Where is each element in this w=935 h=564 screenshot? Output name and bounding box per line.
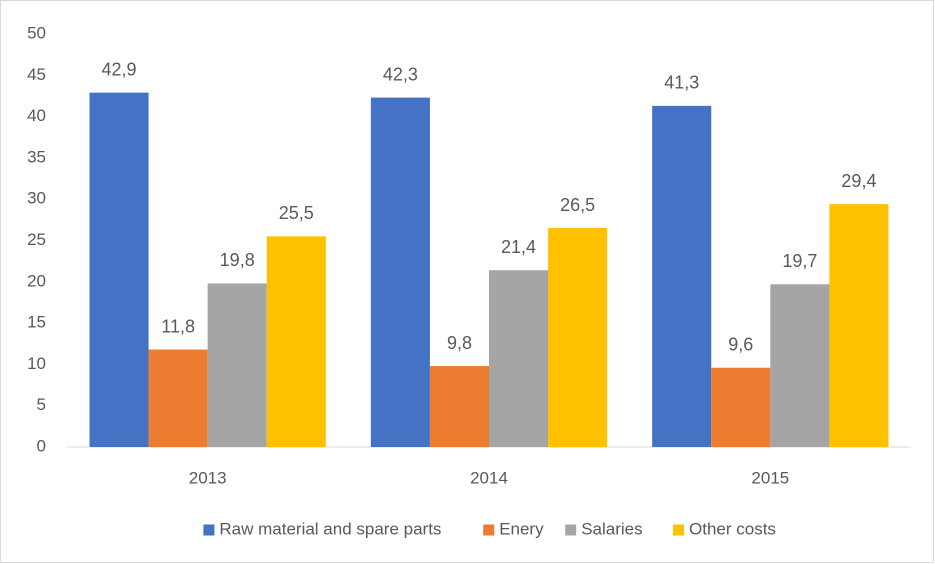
bar xyxy=(207,283,267,447)
bar xyxy=(829,204,889,447)
y-tick-label: 10 xyxy=(27,354,46,373)
value-label: 11,8 xyxy=(161,316,195,336)
bar xyxy=(266,236,326,447)
y-tick-label: 45 xyxy=(27,65,46,84)
legend-label: Enery xyxy=(499,519,544,538)
y-tick-label: 50 xyxy=(27,23,46,42)
value-label: 19,7 xyxy=(782,251,817,271)
legend-label: Raw material and spare parts xyxy=(219,519,441,538)
y-tick-label: 40 xyxy=(27,106,46,125)
legend-swatch xyxy=(673,524,684,536)
value-label: 29,4 xyxy=(841,171,876,191)
value-label: 42,9 xyxy=(102,59,137,79)
bar xyxy=(711,367,771,447)
value-label: 26,5 xyxy=(560,195,595,215)
legend-label: Other costs xyxy=(689,519,776,538)
bar xyxy=(489,270,549,447)
y-tick-label: 35 xyxy=(27,147,46,166)
legend-label: Salaries xyxy=(581,519,642,538)
value-label: 21,4 xyxy=(501,237,536,257)
bar xyxy=(548,228,608,447)
bar xyxy=(148,349,208,447)
y-tick-label: 20 xyxy=(27,271,46,290)
bar xyxy=(652,105,712,447)
legend-swatch xyxy=(483,524,495,536)
y-tick-label: 15 xyxy=(27,313,46,332)
value-label: 19,8 xyxy=(220,250,255,270)
x-tick-label: 2014 xyxy=(470,468,508,487)
y-tick-label: 5 xyxy=(37,395,46,414)
bar xyxy=(770,284,830,447)
x-tick-label: 2013 xyxy=(189,468,227,487)
value-label: 25,5 xyxy=(279,203,314,223)
bar xyxy=(429,366,489,447)
y-tick-label: 0 xyxy=(37,436,46,455)
legend-swatch xyxy=(203,524,215,536)
bar xyxy=(370,97,430,448)
value-label: 42,3 xyxy=(383,64,418,84)
value-label: 9,8 xyxy=(447,333,472,353)
y-tick-label: 30 xyxy=(27,189,46,208)
legend-swatch xyxy=(565,524,577,536)
value-label: 41,3 xyxy=(664,73,699,93)
bar xyxy=(89,92,149,448)
y-tick-label: 25 xyxy=(27,230,46,249)
x-tick-label: 2015 xyxy=(751,468,789,487)
value-label: 9,6 xyxy=(728,334,753,354)
